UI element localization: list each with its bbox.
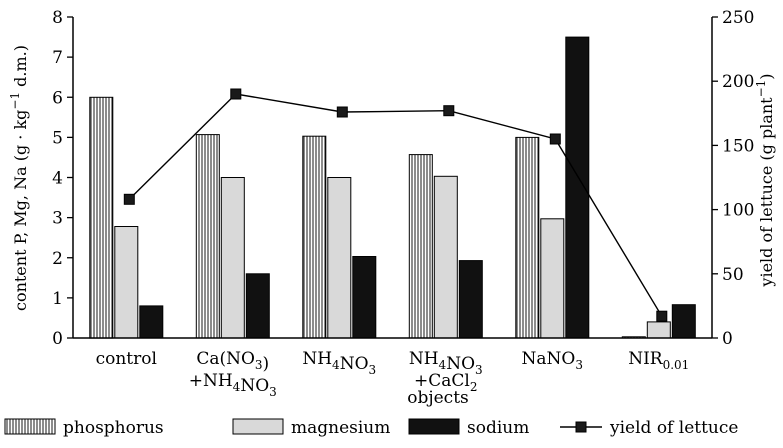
x-axis-title: objects [407,388,469,408]
y-left-title-main: content P, Mg, Na (g · kg [11,110,30,311]
category-label-4-line1: NaNO3 [522,349,583,372]
bar-phosphorus-4 [515,136,540,339]
y-left-tick-label-6: 6 [52,88,63,108]
y-right-title-sup: −1 [754,80,768,98]
y-left-axis-title: content P, Mg, Na (g · kg−1 d.m.) [8,45,30,311]
y-left-tick-label-2: 2 [52,249,63,269]
bar-phosphorus-0 [89,96,114,339]
y-left-tick-label-7: 7 [52,48,63,68]
bars-layer [89,36,696,339]
yield-point-2 [336,106,348,118]
bar-sodium-4 [565,36,590,339]
yield-point-5 [656,310,668,322]
category-label-5-line1: NIR0.01 [628,349,689,372]
legend-label-sodium: sodium [467,418,529,438]
y-left-title-sup: −1 [8,92,22,110]
yield-line [128,93,663,317]
y-left-tick-label-8: 8 [52,8,63,28]
y-right-tick-label-150: 150 [722,136,754,156]
bar-sodium-0 [139,305,164,339]
axes-layer [72,17,713,339]
bar-phosphorus-1 [195,134,220,339]
y-left-title-end: d.m.) [11,45,30,92]
category-label-0-line1: control [96,349,157,369]
y-right-axis-title: yield of lettuce (g plant−1) [754,73,776,287]
y-left-tick-label-5: 5 [52,128,63,148]
ticks-layer: 0 1 2 3 4 5 6 7 8 0 50 100 150 200 250 [52,8,754,349]
y-right-tick-label-200: 200 [722,72,754,92]
y-left-tick-label-3: 3 [52,209,63,229]
legend-label-phosphorus: phosphorus [63,418,164,438]
bar-sodium-1 [245,273,270,339]
bar-sodium-3 [458,260,483,339]
yield-point-3 [443,105,455,117]
bar-magnesium-4 [540,218,565,339]
legend-swatch-phosphorus [4,418,56,435]
y-left-tick-label-4: 4 [52,169,63,189]
bar-magnesium-5 [646,321,671,339]
y-right-tick-label-50: 50 [722,265,744,285]
bar-phosphorus-2 [302,135,327,339]
y-right-tick-label-100: 100 [722,201,754,221]
y-left-tick-label-0: 0 [52,329,63,349]
bar-magnesium-1 [220,177,245,339]
y-right-title-main: yield of lettuce (g plant [757,97,776,288]
category-label-3-line2: +CaCl2 [414,371,477,394]
category-label-1-line2: +NH4NO3 [189,371,277,399]
yield-point-1 [230,88,242,100]
category-label-3-line1: NH4NO3 [409,349,483,377]
y-right-tick-label-0: 0 [722,329,733,349]
category-labels: control Ca(NO3)+NH4NO3NH4NO3NH4NO3+CaCl2N… [96,349,690,399]
bar-magnesium-2 [327,177,352,339]
bar-phosphorus-3 [408,154,433,339]
line-layer [123,88,668,322]
legend-marker-yield of lettuce [575,421,587,433]
yield-point-0 [123,193,135,205]
bar-sodium-2 [352,256,377,339]
legend: phosphorus magnesium sodium yield of lettuc… [4,418,738,438]
y-left-tick-label-1: 1 [52,289,63,309]
legend-swatch-magnesium [232,418,284,435]
yield-point-4 [549,133,561,145]
category-label-1-line1: Ca(NO3) [196,349,269,374]
bar-magnesium-0 [114,226,139,339]
bar-magnesium-3 [433,175,458,339]
legend-swatch-sodium [408,418,460,435]
legend-label-yield of lettuce: yield of lettuce [609,418,738,438]
legend-label-magnesium: magnesium [291,418,390,438]
category-label-2-line1: NH4NO3 [302,349,376,377]
y-right-tick-label-250: 250 [722,8,754,28]
y-right-title-end: ) [757,73,776,79]
bar-sodium-5 [671,304,696,339]
